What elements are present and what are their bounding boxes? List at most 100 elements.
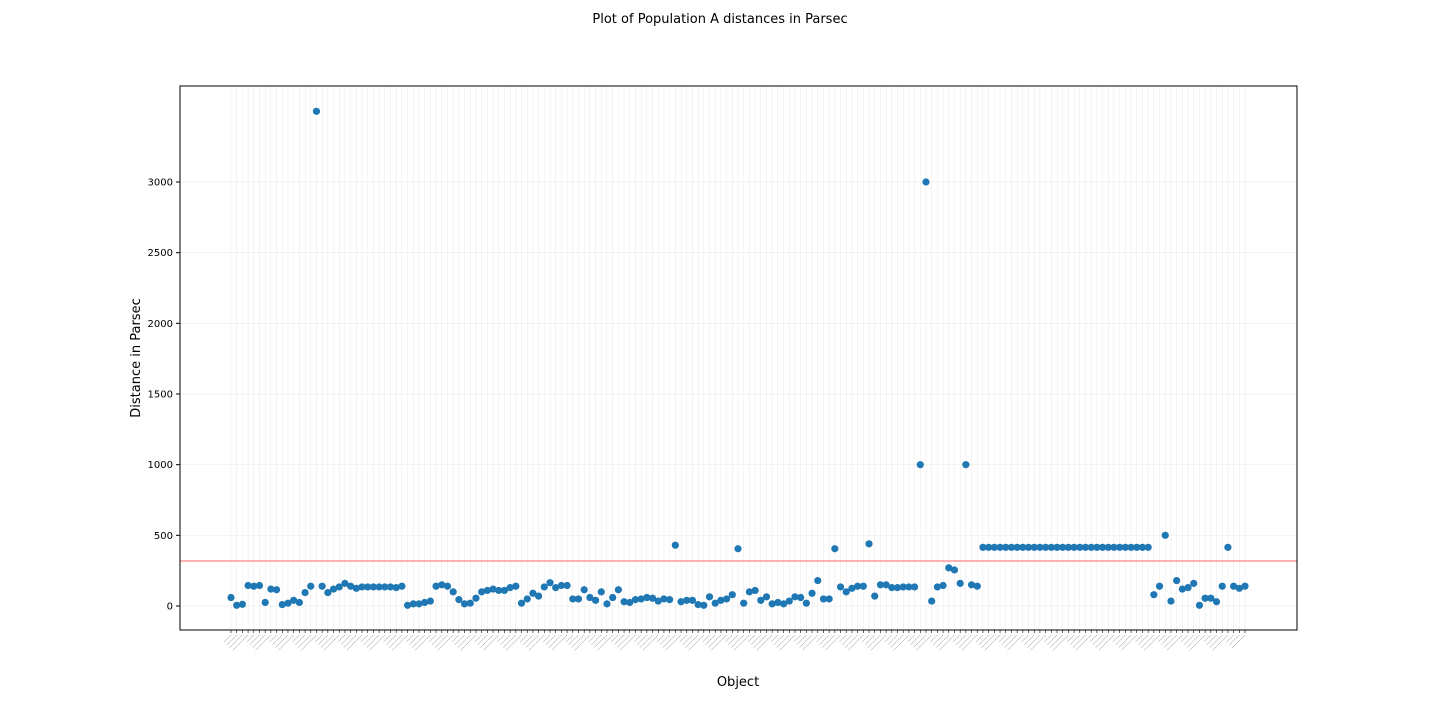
data-point xyxy=(899,583,907,591)
x-tick-label-mark xyxy=(984,634,1001,651)
data-point xyxy=(267,585,275,593)
x-tick-label-mark xyxy=(565,634,573,643)
y-tick-label: 1000 xyxy=(148,460,173,471)
data-point xyxy=(825,595,833,603)
data-point xyxy=(250,582,258,590)
x-tick-label-mark xyxy=(249,634,260,645)
x-tick-label-mark xyxy=(705,634,716,645)
data-point xyxy=(865,540,873,548)
x-tick-label-mark xyxy=(363,634,374,645)
data-point xyxy=(922,178,930,186)
x-tick-label-mark xyxy=(503,634,517,648)
data-point xyxy=(985,543,993,551)
data-point xyxy=(683,596,691,604)
x-tick-label-mark xyxy=(893,634,910,651)
x-tick-label-mark xyxy=(847,634,864,651)
data-point xyxy=(643,593,651,602)
x-tick-label-mark xyxy=(431,634,442,645)
x-tick-label-mark xyxy=(933,634,944,645)
data-point xyxy=(1218,582,1226,590)
x-tick-label-mark xyxy=(1209,634,1223,648)
x-tick-label-mark xyxy=(1007,634,1024,651)
data-point xyxy=(392,584,400,592)
x-tick-label-mark xyxy=(1095,634,1109,648)
x-tick-label-mark xyxy=(477,634,488,645)
data-point xyxy=(1167,597,1175,605)
data-point xyxy=(734,545,742,553)
x-tick-label-mark xyxy=(1203,634,1211,643)
x-tick-label-mark xyxy=(887,634,898,645)
data-point xyxy=(341,579,349,587)
data-point xyxy=(728,591,736,599)
x-axis-ticks xyxy=(223,630,1246,651)
data-point xyxy=(261,598,269,607)
x-tick-label-mark xyxy=(1027,634,1041,648)
x-tick-label-mark xyxy=(340,634,351,645)
data-point xyxy=(939,581,947,590)
data-point xyxy=(779,600,788,608)
x-tick-label-mark xyxy=(545,634,556,645)
data-point xyxy=(512,582,520,590)
x-tick-label-mark xyxy=(297,634,311,648)
data-point xyxy=(535,592,543,600)
data-point xyxy=(956,579,964,587)
x-tick-label-mark xyxy=(756,634,773,651)
x-tick-label-mark xyxy=(232,634,249,651)
data-point xyxy=(688,596,697,604)
data-point xyxy=(916,461,924,469)
data-point xyxy=(1002,543,1010,551)
x-tick-label-mark xyxy=(819,634,830,645)
x-tick-label-mark xyxy=(548,634,562,648)
data-point xyxy=(227,593,235,602)
data-point xyxy=(580,586,588,594)
data-point xyxy=(1047,543,1055,551)
x-tick-label-mark xyxy=(323,634,340,651)
x-tick-label-mark xyxy=(317,634,329,645)
data-point xyxy=(1207,594,1215,602)
data-point xyxy=(1178,585,1186,593)
x-tick-label-mark xyxy=(1021,634,1029,643)
x-tick-label-mark xyxy=(1189,634,1206,651)
data-point xyxy=(415,600,423,608)
x-tick-label-mark xyxy=(822,634,836,648)
data-point xyxy=(1087,543,1095,551)
data-point xyxy=(529,589,537,597)
x-tick-label-mark xyxy=(278,634,294,651)
data-point xyxy=(1150,591,1158,599)
data-point xyxy=(751,586,759,595)
data-point xyxy=(238,600,246,608)
x-tick-label-mark xyxy=(428,634,437,643)
x-tick-label-mark xyxy=(935,634,949,648)
data-point xyxy=(774,598,782,607)
x-tick-label-mark xyxy=(955,634,967,645)
data-point xyxy=(557,581,566,590)
x-tick-label-mark xyxy=(730,634,744,648)
data-point xyxy=(859,582,867,590)
data-point xyxy=(1241,582,1249,590)
x-tick-label-mark xyxy=(542,634,551,643)
data-point xyxy=(705,593,714,601)
data-point xyxy=(421,598,429,607)
data-point xyxy=(329,585,338,593)
x-tick-label-mark xyxy=(594,634,608,648)
x-tick-label-mark xyxy=(497,634,505,643)
x-tick-label-mark xyxy=(665,634,682,651)
data-point xyxy=(301,588,309,597)
x-tick-label-mark xyxy=(588,634,596,643)
x-tick-label-mark xyxy=(978,634,989,645)
x-tick-label-mark xyxy=(409,634,420,645)
data-point xyxy=(1030,543,1038,551)
x-tick-label-mark xyxy=(1004,634,1018,648)
y-axis-label: Distance in Parsec xyxy=(129,298,144,417)
x-tick-label-mark xyxy=(913,634,927,648)
data-point xyxy=(1121,543,1129,551)
data-point xyxy=(945,564,953,572)
x-tick-label-mark xyxy=(389,634,403,648)
x-tick-label-mark xyxy=(272,634,283,645)
data-point xyxy=(364,583,372,591)
data-point xyxy=(757,596,765,604)
x-tick-label-mark xyxy=(753,634,767,648)
data-point xyxy=(1224,543,1232,551)
x-tick-label-mark xyxy=(520,634,528,643)
x-tick-label-mark xyxy=(633,634,642,643)
